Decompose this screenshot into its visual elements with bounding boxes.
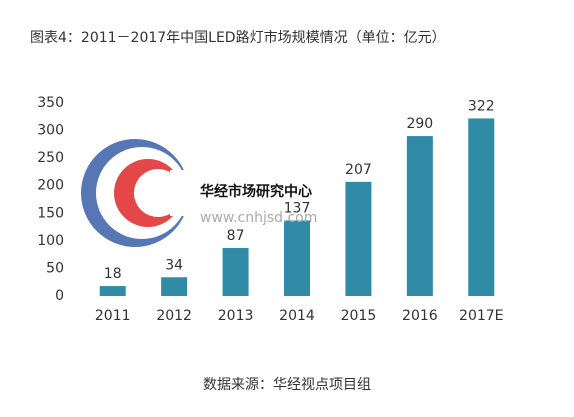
bar (406, 136, 433, 296)
data-label: 34 (165, 257, 183, 273)
bar (161, 277, 188, 296)
y-tick-label: 250 (37, 150, 64, 166)
x-tick-label: 2013 (218, 308, 254, 324)
data-label: 207 (345, 162, 372, 178)
bar (468, 118, 495, 296)
data-label: 290 (406, 116, 433, 132)
x-tick-label: 2011 (95, 308, 131, 324)
x-tick-label: 2012 (156, 308, 192, 324)
watermark-logo (81, 139, 210, 247)
data-label: 137 (284, 200, 311, 216)
bar (222, 248, 249, 296)
y-tick-label: 350 (37, 95, 64, 111)
bar (284, 220, 310, 296)
chart-title: 图表4：2011－2017年中国LED路灯市场规模情况（单位：亿元） (30, 29, 446, 46)
bar (345, 181, 372, 296)
x-tick-label: 2014 (279, 308, 315, 324)
source-note: 数据来源：华经视点项目组 (203, 377, 371, 393)
watermark-url: www.cnhjsd.com (200, 210, 317, 226)
data-label: 18 (104, 266, 122, 282)
y-tick-label: 200 (37, 178, 64, 194)
x-tick-label: 2015 (341, 308, 377, 324)
x-tick-label: 2016 (402, 308, 438, 324)
data-label: 322 (468, 98, 495, 114)
bar (99, 286, 126, 296)
y-tick-label: 100 (37, 233, 64, 249)
y-tick-label: 150 (37, 205, 64, 221)
data-label: 87 (227, 228, 245, 244)
y-tick-label: 50 (46, 260, 64, 276)
y-tick-label: 300 (37, 123, 64, 139)
x-tick-label: 2017E (459, 308, 503, 324)
watermark-name: 华经市场研究中心 (200, 183, 312, 200)
y-tick-label: 0 (55, 288, 64, 304)
